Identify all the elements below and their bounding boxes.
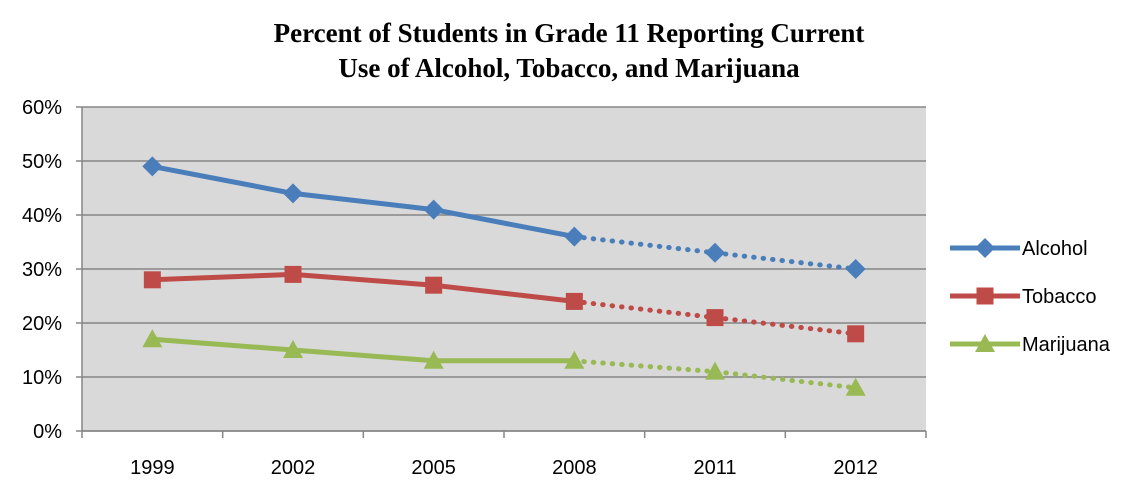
x-tick-label: 2011 — [693, 457, 736, 479]
chart-title-line-1: Percent of Students in Grade 11 Reportin… — [274, 18, 865, 48]
legend-marker — [975, 334, 995, 352]
x-axis-tick-labels: 1999 2002 2005 2008 2011 2012 — [130, 457, 878, 479]
data-point — [845, 377, 866, 396]
legend-label: Tobacco — [1022, 286, 1097, 308]
data-point — [142, 329, 163, 348]
legend-item-tobacco: Tobacco — [950, 286, 1097, 308]
y-axis-tick-labels: 0% 10% 20% 30% 40% 50% 60% — [22, 97, 62, 443]
legend: Alcohol Tobacco Marijuana — [950, 238, 1111, 356]
series-marijuana — [142, 329, 866, 396]
legend-marker — [975, 238, 995, 258]
x-tick-label: 2002 — [271, 457, 316, 479]
chart-title-line-2: Use of Alcohol, Tobacco, and Marijuana — [338, 53, 800, 83]
y-tick-label: 10% — [22, 367, 62, 389]
series-alcohol — [142, 156, 866, 279]
data-point — [565, 292, 583, 310]
data-point — [423, 199, 444, 220]
series-line-solid — [152, 336, 575, 364]
y-tick-label: 40% — [22, 205, 62, 227]
legend-label: Alcohol — [1022, 238, 1088, 260]
legend-marker — [976, 287, 994, 305]
data-point — [142, 156, 163, 177]
x-tick-label: 2008 — [552, 457, 597, 479]
data-point — [283, 340, 303, 358]
series-line-solid — [151, 163, 575, 240]
y-tick-label: 20% — [22, 313, 62, 335]
legend-item-marijuana: Marijuana — [950, 334, 1111, 356]
y-tick-label: 60% — [22, 97, 62, 119]
series-line-solid — [152, 271, 575, 304]
data-point — [425, 276, 443, 294]
y-tick-label: 50% — [22, 151, 62, 173]
data-point — [705, 242, 725, 263]
axes — [76, 106, 927, 438]
legend-label: Marijuana — [1022, 334, 1111, 356]
data-point — [283, 183, 303, 204]
data-point — [423, 350, 444, 369]
data-point — [564, 350, 585, 369]
legend-item-alcohol: Alcohol — [950, 238, 1088, 260]
x-tick-label: 2005 — [411, 457, 456, 479]
y-tick-label: 0% — [33, 421, 62, 443]
data-point — [564, 226, 585, 247]
data-point — [143, 271, 161, 289]
x-tick-label: 2012 — [833, 457, 878, 479]
y-tick-label: 30% — [22, 259, 62, 281]
data-point — [706, 309, 724, 327]
data-point — [847, 325, 865, 343]
data-point — [705, 361, 725, 380]
x-tick-label: 1999 — [130, 457, 175, 479]
data-point — [284, 265, 302, 283]
series-layer — [142, 156, 866, 396]
series-tobacco — [143, 265, 865, 343]
data-point — [845, 259, 866, 279]
